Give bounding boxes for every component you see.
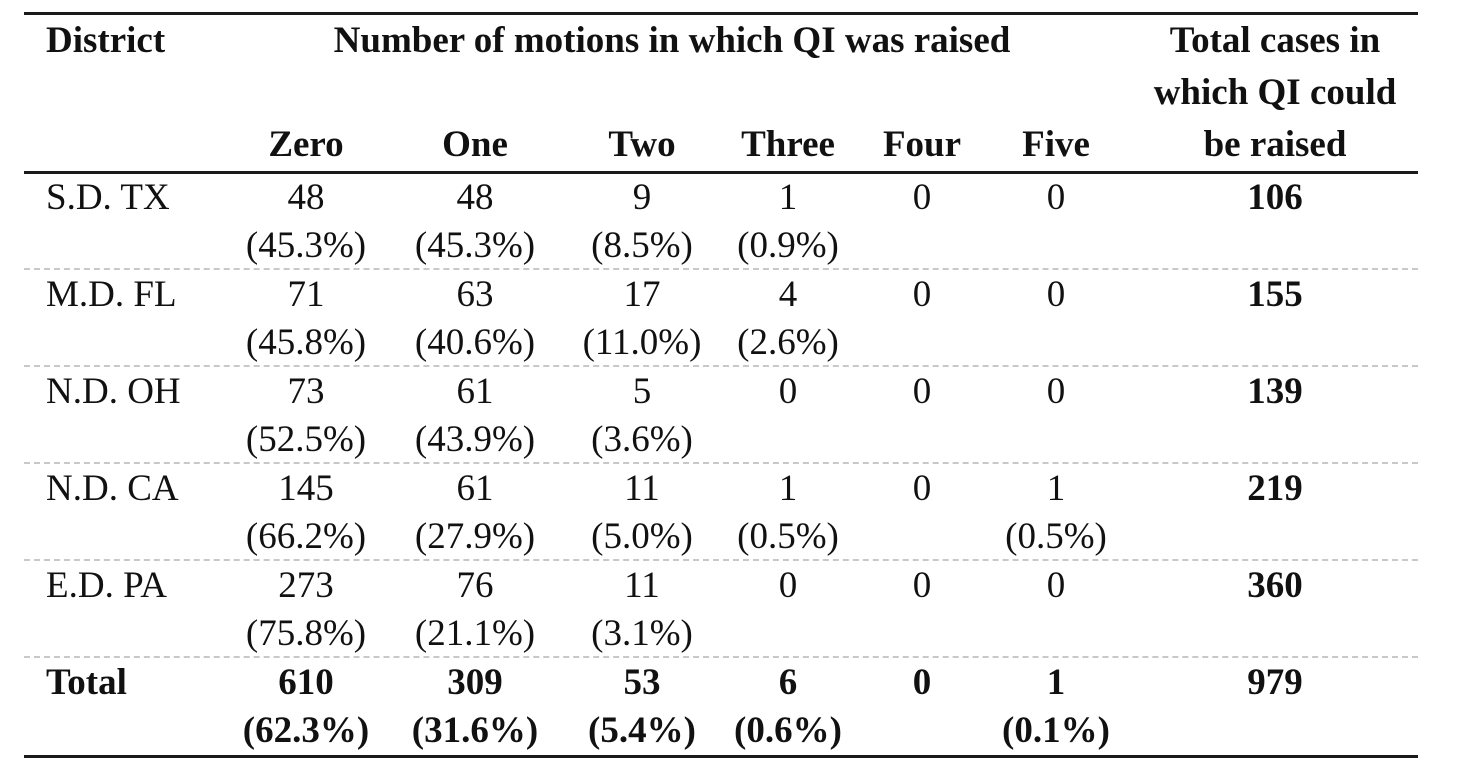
percent-two: (3.1%) (591, 613, 693, 654)
count-zero: 273 (278, 565, 334, 606)
percent-one: (31.6%) (411, 710, 539, 751)
header-total-line-1: Total cases in (1169, 20, 1381, 61)
percent-two: (5.4%) (588, 710, 696, 751)
count-two: 17 (623, 274, 661, 315)
percent-zero: (52.5%) (245, 419, 367, 460)
count-zero: 145 (278, 468, 334, 509)
count-four: 0 (912, 468, 932, 509)
count-five: 0 (1046, 565, 1066, 606)
percent-three: (0.9%) (737, 225, 839, 266)
header-col-two: Two (608, 124, 676, 165)
count-one: 309 (447, 662, 503, 703)
count-zero: 73 (287, 371, 325, 412)
district-label: N.D. CA (46, 468, 179, 509)
count-one: 76 (456, 565, 494, 606)
count-two: 9 (632, 177, 652, 218)
count-three: 1 (778, 468, 798, 509)
percent-one: (21.1%) (414, 613, 536, 654)
header-motions-group: Number of motions in which QI was raised (333, 20, 1011, 61)
percent-three: (0.6%) (734, 710, 842, 751)
percent-two: (11.0%) (582, 322, 702, 363)
row-divider (24, 656, 1418, 658)
row-total: 155 (1247, 274, 1303, 315)
row-total: 979 (1247, 662, 1303, 703)
count-one: 61 (456, 468, 494, 509)
percent-five: (0.1%) (1002, 710, 1110, 751)
header-total-cases: Total cases in which QI could be raised (1154, 15, 1397, 171)
percent-two: (3.6%) (591, 419, 693, 460)
total-row-label: Total (46, 662, 127, 703)
row-divider (24, 365, 1418, 367)
count-four: 0 (912, 274, 932, 315)
row-total: 360 (1247, 565, 1303, 606)
percent-zero: (45.3%) (245, 225, 367, 266)
count-two: 5 (632, 371, 652, 412)
count-five: 0 (1046, 371, 1066, 412)
row-divider (24, 462, 1418, 464)
row-total: 139 (1247, 371, 1303, 412)
header-col-three: Three (741, 124, 835, 165)
district-label: M.D. FL (46, 274, 177, 315)
count-five: 0 (1046, 274, 1066, 315)
percent-five: (0.5%) (1005, 516, 1107, 557)
count-two: 11 (624, 565, 660, 606)
district-label: S.D. TX (46, 177, 170, 218)
header-col-one: One (442, 124, 508, 165)
percent-two: (8.5%) (591, 225, 693, 266)
row-divider (24, 559, 1418, 561)
count-three: 0 (778, 371, 798, 412)
percent-one: (43.9%) (414, 419, 536, 460)
count-four: 0 (912, 371, 932, 412)
row-total: 219 (1247, 468, 1303, 509)
row-divider (24, 268, 1418, 270)
count-three: 4 (778, 274, 798, 315)
header-col-zero: Zero (268, 124, 344, 165)
top-rule (24, 12, 1418, 15)
header-rule (24, 171, 1418, 174)
count-one: 61 (456, 371, 494, 412)
count-four: 0 (912, 662, 932, 703)
count-five: 1 (1046, 662, 1066, 703)
count-three: 1 (778, 177, 798, 218)
percent-zero: (45.8%) (245, 322, 367, 363)
count-four: 0 (912, 565, 932, 606)
count-two: 53 (623, 662, 661, 703)
percent-zero: (66.2%) (245, 516, 367, 557)
count-one: 63 (456, 274, 494, 315)
percent-three: (2.6%) (737, 322, 839, 363)
count-three: 6 (778, 662, 798, 703)
header-col-five: Five (1022, 124, 1090, 165)
count-five: 1 (1046, 468, 1066, 509)
header-total-line-2: which QI could (1153, 72, 1397, 113)
bottom-rule (24, 755, 1418, 758)
percent-three: (0.5%) (737, 516, 839, 557)
header-total-line-3: be raised (1203, 124, 1347, 165)
percent-zero: (75.8%) (245, 613, 367, 654)
header-col-four: Four (882, 124, 962, 165)
count-three: 0 (778, 565, 798, 606)
row-total: 106 (1247, 177, 1303, 218)
percent-zero: (62.3%) (242, 710, 370, 751)
percent-one: (40.6%) (414, 322, 536, 363)
count-one: 48 (456, 177, 494, 218)
percent-one: (27.9%) (414, 516, 536, 557)
count-five: 0 (1046, 177, 1066, 218)
count-two: 11 (624, 468, 660, 509)
count-four: 0 (912, 177, 932, 218)
district-label: N.D. OH (46, 371, 181, 412)
percent-two: (5.0%) (591, 516, 693, 557)
percent-one: (45.3%) (414, 225, 536, 266)
count-zero: 71 (287, 274, 325, 315)
count-zero: 610 (278, 662, 334, 703)
district-label: E.D. PA (46, 565, 167, 606)
header-district: District (46, 20, 166, 61)
count-zero: 48 (287, 177, 325, 218)
